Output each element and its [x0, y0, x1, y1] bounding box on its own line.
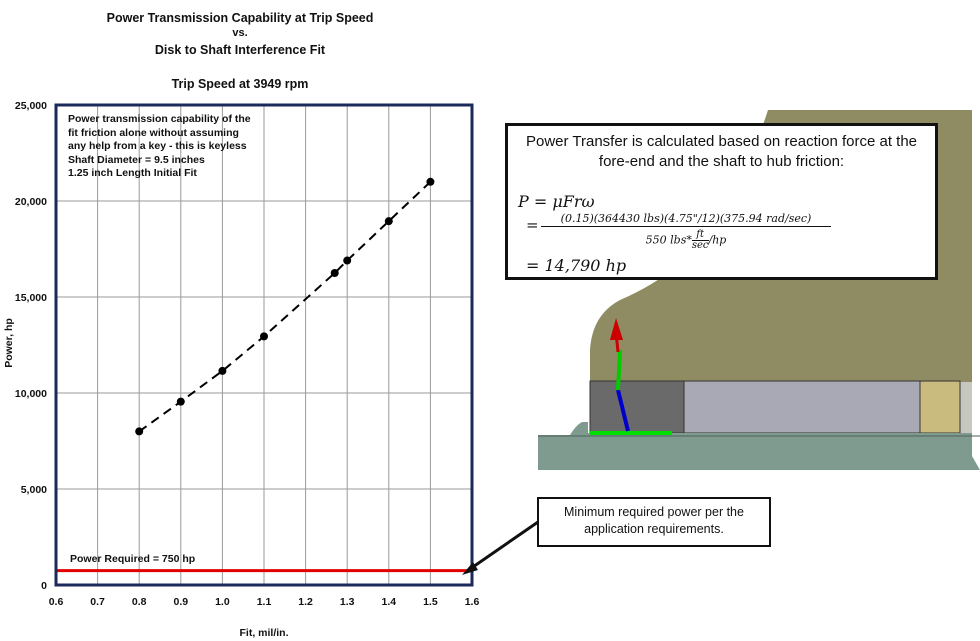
- x-tick-label: 0.6: [49, 596, 64, 608]
- chart-title-line-2: vs.: [232, 27, 248, 39]
- annotation-line: any help from a key - this is keyless: [68, 140, 247, 152]
- x-tick-label: 1.4: [381, 596, 396, 608]
- min-power-callout: Minimum required power per the applicati…: [537, 497, 771, 547]
- cad-key-block: [589, 380, 685, 434]
- cad-hub-block: [683, 380, 921, 434]
- data-point: [384, 217, 393, 226]
- series-line: [138, 181, 432, 433]
- data-point: [176, 397, 185, 406]
- cad-end-block: [919, 380, 961, 434]
- data-point: [135, 427, 144, 436]
- x-tick-label: 1.0: [215, 596, 230, 608]
- formula-line-1: P = μFrω: [518, 192, 595, 211]
- data-point: [426, 177, 435, 186]
- formula-callout: Power Transfer is calculated based on re…: [505, 123, 938, 280]
- y-tick-label: 5,000: [21, 484, 47, 496]
- annotation-line: Shaft Diameter = 9.5 inches: [68, 153, 205, 166]
- data-point: [330, 269, 339, 277]
- y-tick-label: 25,000: [15, 100, 47, 112]
- x-tick-label: 0.8: [132, 596, 147, 608]
- y-tick-label: 15,000: [15, 292, 47, 304]
- plot-frame: [54, 103, 474, 587]
- data-point: [343, 256, 352, 265]
- x-tick-label: 1.6: [465, 596, 480, 608]
- callout-arrowhead-icon: [462, 562, 478, 575]
- annotation-line: Power transmission capability of the: [68, 113, 251, 125]
- data-point: [218, 366, 227, 375]
- chart-title-line-3: Disk to Shaft Interference Fit: [154, 43, 326, 57]
- callout-arrow: [462, 520, 539, 575]
- x-axis-label: Fit, mil/in.: [240, 627, 289, 639]
- y-axis-label: Power, hp: [3, 318, 15, 368]
- annotation-line: fit friction alone without assuming: [68, 126, 239, 139]
- data-point: [260, 332, 268, 341]
- formula-result: = 14,790 hp: [526, 256, 627, 275]
- formula-description: Power Transfer is calculated based on re…: [525, 133, 918, 170]
- x-tick-label: 1.3: [340, 596, 355, 608]
- chart-subtitle: Trip Speed at 3949 rpm: [171, 77, 309, 91]
- force-arrowhead-icon: [610, 318, 623, 340]
- x-tick-label: 1.5: [423, 596, 438, 608]
- x-tick-label: 0.7: [90, 596, 105, 608]
- y-tick-label: 20,000: [15, 196, 47, 208]
- y-tick-label: 0: [41, 580, 47, 592]
- x-tick-label: 1.1: [257, 596, 272, 608]
- x-tick-label: 1.2: [298, 596, 313, 608]
- y-tick-label: 10,000: [15, 388, 47, 400]
- formula-numerator: (0.15)(364430 lbs)(4.75"/12)(375.94 rad/…: [541, 212, 831, 227]
- chart-annotation: Power transmission capability of the fit…: [68, 113, 251, 181]
- power-required-label: Power Required = 750 hp: [70, 553, 196, 565]
- x-tick-label: 0.9: [173, 596, 188, 608]
- chart-title-line-1: Power Transmission Capability at Trip Sp…: [106, 11, 374, 25]
- annotation-line: 1.25 inch Length Initial Fit: [68, 167, 197, 179]
- formula-denominator: 550 lbs* ft sec/hp: [645, 229, 727, 251]
